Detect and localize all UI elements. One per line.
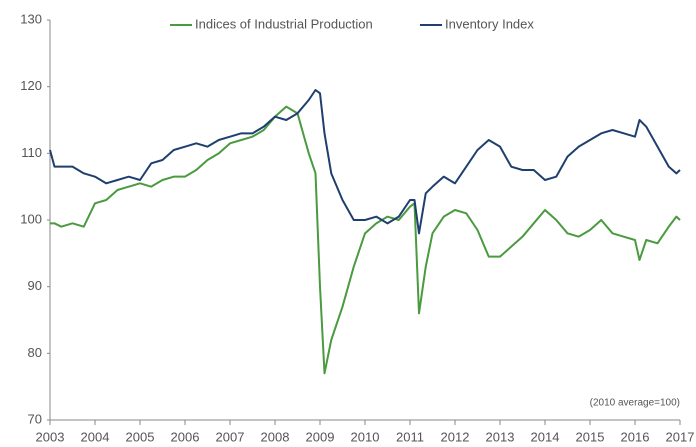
x-tick-label: 2011 <box>396 429 424 444</box>
x-tick-label: 2017 <box>666 429 695 444</box>
x-tick-label: 2007 <box>216 429 245 444</box>
y-tick-label: 90 <box>28 278 42 293</box>
x-tick-label: 2010 <box>351 429 380 444</box>
x-tick-label: 2006 <box>171 429 200 444</box>
x-tick-label: 2005 <box>126 429 155 444</box>
annotation: (2010 average=100) <box>590 398 680 409</box>
x-tick-label: 2012 <box>441 429 470 444</box>
y-tick-label: 80 <box>28 345 42 360</box>
legend-label: Inventory Index <box>445 16 534 31</box>
y-tick-label: 110 <box>21 145 42 160</box>
x-tick-label: 2009 <box>306 429 335 444</box>
y-tick-label: 100 <box>20 211 42 226</box>
x-tick-label: 2015 <box>576 429 605 444</box>
x-tick-label: 2008 <box>261 429 290 444</box>
x-tick-label: 2004 <box>81 429 110 444</box>
series-line <box>49 89 681 235</box>
x-tick-label: 2016 <box>621 429 650 444</box>
y-tick-label: 70 <box>28 411 42 426</box>
legend-label: Indices of Industrial Production <box>195 16 373 31</box>
y-tick-label: 120 <box>20 78 42 93</box>
y-tick-label: 130 <box>20 11 42 26</box>
series-line <box>50 105 681 375</box>
x-tick-label: 2003 <box>36 429 65 444</box>
x-tick-label: 2014 <box>531 429 560 444</box>
x-tick-label: 2013 <box>486 429 515 444</box>
